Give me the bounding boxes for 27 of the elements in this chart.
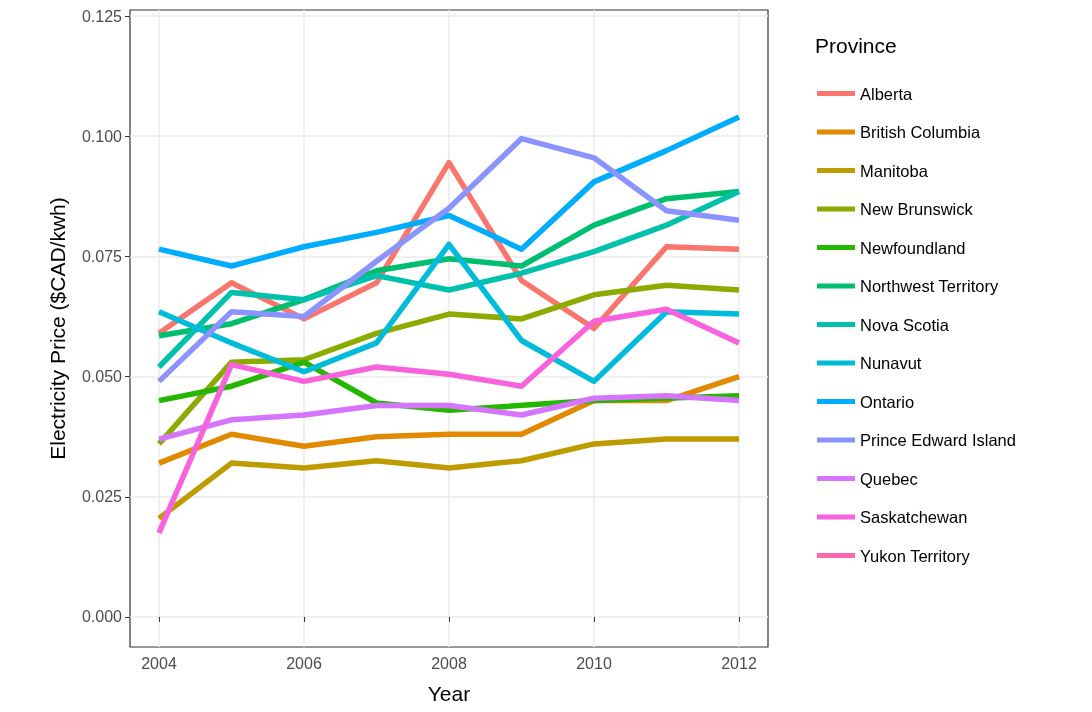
y-tick-label: 0.000 <box>81 608 123 626</box>
y-tick-label: 0.025 <box>81 488 123 506</box>
x-axis-title: Year <box>427 682 471 705</box>
x-tick-label: 2008 <box>431 654 467 672</box>
y-tick-label: 0.125 <box>81 7 123 25</box>
legend-label: Prince Edward Island <box>860 431 1016 449</box>
legend-label: Northwest Territory <box>860 277 999 295</box>
legend-label: Newfoundland <box>860 238 966 257</box>
legend-label: New Brunswick <box>860 200 974 218</box>
x-tick-label: 2004 <box>141 654 177 672</box>
legend-title: Province <box>815 34 897 57</box>
x-tick-label: 2012 <box>721 654 757 672</box>
y-tick-label: 0.075 <box>81 247 123 265</box>
legend-label: Alberta <box>860 84 914 103</box>
y-axis-title: Electricity Price ($CAD/kwh) <box>46 197 69 460</box>
legend-label: Quebec <box>860 469 918 488</box>
legend-label: Saskatchewan <box>860 508 968 526</box>
legend-label: Yukon Territory <box>860 546 971 565</box>
y-tick-label: 0.100 <box>81 127 123 145</box>
y-tick-label: 0.050 <box>81 368 123 386</box>
legend-label: Manitoba <box>860 161 929 180</box>
legend-label: Nova Scotia <box>860 315 950 334</box>
legend-label: Ontario <box>860 392 915 411</box>
x-tick-label: 2010 <box>576 654 612 672</box>
legend-label: Nunavut <box>860 354 922 372</box>
legend-label: British Columbia <box>860 123 981 141</box>
x-tick-label: 2006 <box>286 654 322 672</box>
